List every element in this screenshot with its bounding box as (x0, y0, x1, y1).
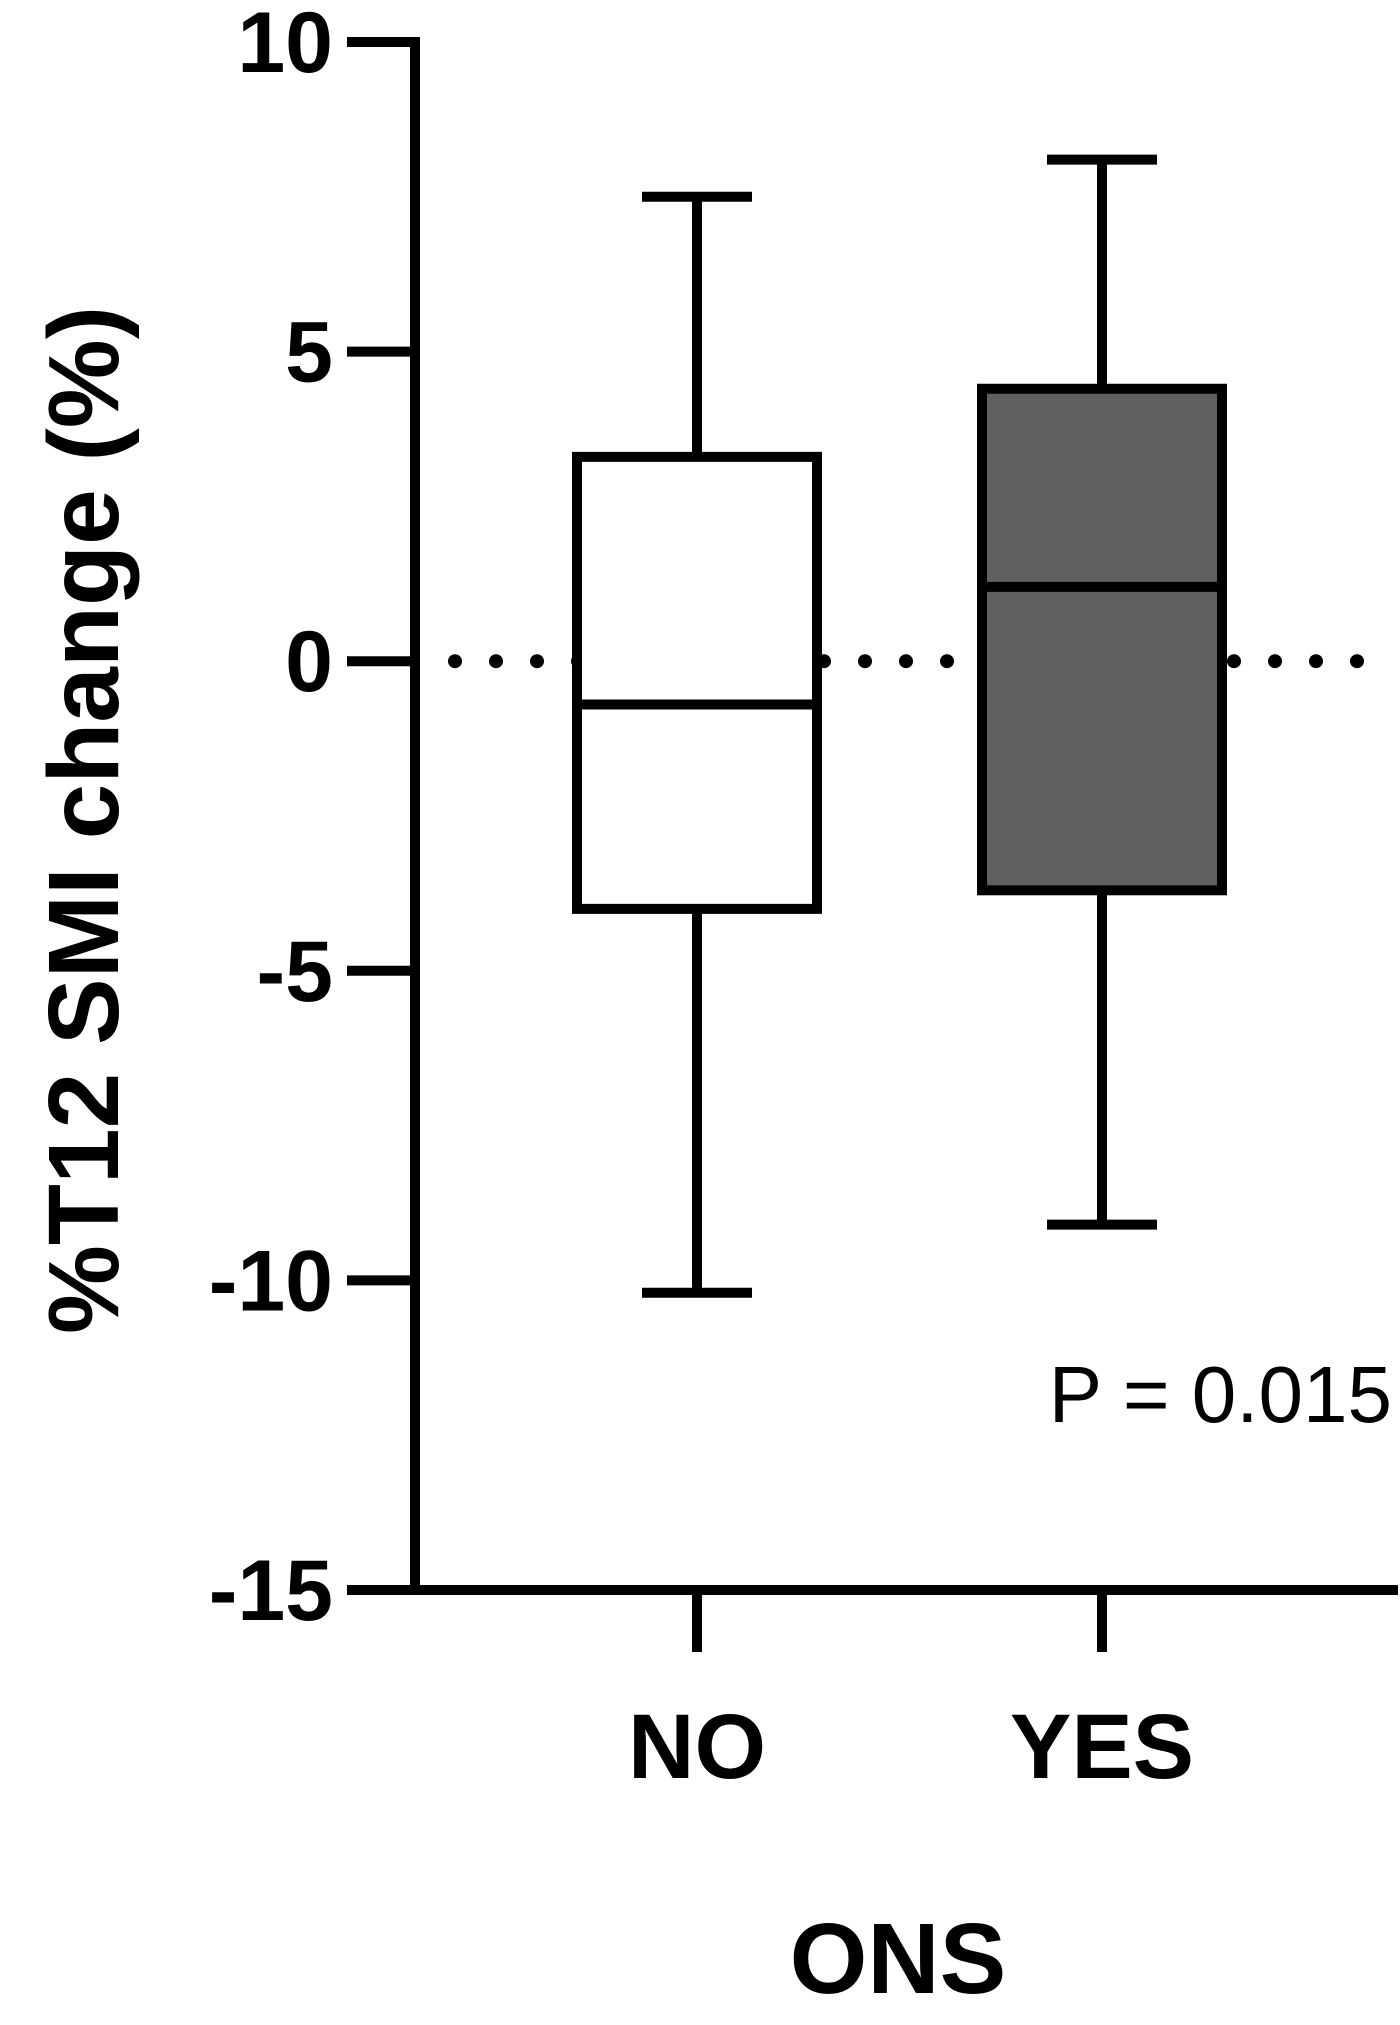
y-tick-label: 0 (285, 614, 333, 710)
interquartile-box (572, 451, 822, 914)
x-category-label: YES (1010, 1696, 1194, 1798)
y-tick-label: 10 (237, 0, 333, 91)
x-axis-ticks: NO YES (628, 1590, 1194, 1798)
box-yes (977, 154, 1227, 1230)
p-value-annotation: P = 0.015 (1049, 1350, 1392, 1439)
box-no (572, 191, 822, 1298)
y-axis-title: %T12 SMI change (%) (28, 306, 140, 1334)
y-tick-label: -15 (209, 1543, 333, 1639)
axes (410, 37, 1398, 1595)
interquartile-box (977, 383, 1227, 896)
y-axis-ticks: 10 5 0 -5 -10 -15 (209, 0, 415, 1639)
x-axis-title: ONS (790, 1903, 1007, 2015)
box-series (572, 154, 1227, 1298)
x-category-label: NO (628, 1696, 766, 1798)
y-tick-label: -10 (209, 1233, 333, 1329)
y-tick-label: 5 (285, 305, 333, 401)
y-tick-label: -5 (257, 924, 333, 1020)
